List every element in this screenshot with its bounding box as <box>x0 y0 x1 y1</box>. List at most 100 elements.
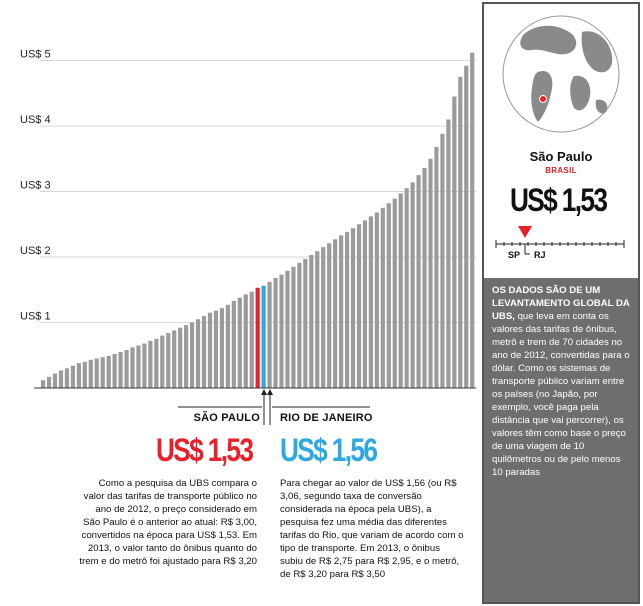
sidebar-info-text: OS DADOS SÃO DE UM LEVANTAMENTO GLOBAL D… <box>492 284 630 479</box>
bar <box>124 350 129 388</box>
bar <box>297 262 302 388</box>
highlight-connectors <box>178 389 370 425</box>
bar <box>333 239 338 388</box>
sidebar-country: BRASIL <box>545 166 577 175</box>
bar <box>279 274 284 388</box>
bars <box>41 52 475 389</box>
bar <box>64 368 70 388</box>
sidebar-city: São Paulo <box>529 149 593 164</box>
bar <box>309 255 314 388</box>
bar <box>350 228 356 388</box>
y-tick-label: US$ 3 <box>20 180 51 192</box>
bar <box>190 322 195 388</box>
bar <box>88 359 93 388</box>
highlight-bar <box>255 287 260 388</box>
bar <box>327 243 332 388</box>
bar <box>154 338 159 389</box>
sidebar-info-body: que leva em conta os valores das tarifas… <box>492 311 630 478</box>
y-tick-label: US$ 5 <box>20 49 51 61</box>
bar <box>41 380 46 388</box>
bar <box>106 355 111 388</box>
bar <box>464 65 469 389</box>
world-map-icon <box>502 15 620 133</box>
bar <box>231 300 236 388</box>
bar <box>273 277 278 388</box>
bar <box>243 294 248 388</box>
rio-value: US$ 1,56 <box>280 432 378 468</box>
bar <box>100 357 105 388</box>
bar <box>195 319 201 388</box>
bar <box>184 325 189 388</box>
bar <box>452 96 457 389</box>
scale-label-rj: RJ <box>534 250 546 260</box>
bar <box>398 193 403 388</box>
bar <box>362 220 368 388</box>
sidebar-info-box: OS DADOS SÃO DE UM LEVANTAMENTO GLOBAL D… <box>484 278 638 602</box>
bar <box>374 212 379 388</box>
bar <box>458 76 463 389</box>
bar <box>166 332 171 388</box>
sidebar-info-bold: OS DADOS SÃO DE UM LEVANTAMENTO GLOBAL D… <box>492 285 630 322</box>
y-tick-label: US$ 2 <box>20 245 51 257</box>
sao-paulo-value: US$ 1,53 <box>156 432 254 468</box>
bar <box>142 343 147 388</box>
sao-paulo-description: Como a pesquisa da UBS compara o valor d… <box>79 478 257 567</box>
bar <box>416 175 421 389</box>
bar <box>52 373 58 388</box>
bar <box>118 351 123 388</box>
bar <box>46 376 52 388</box>
bar <box>446 119 451 388</box>
bar <box>428 158 433 388</box>
highlight-bar <box>261 285 266 388</box>
bar <box>70 365 75 388</box>
bar <box>303 258 308 388</box>
bar <box>172 330 177 388</box>
bar <box>344 232 350 388</box>
bar <box>380 207 385 389</box>
bar <box>160 335 165 388</box>
bar <box>356 224 362 388</box>
bar <box>285 270 290 388</box>
bar <box>148 340 153 388</box>
bar <box>339 235 344 388</box>
bar-chart: US$ 1 US$ 2 US$ 3 US$ 4 US$ 5 <box>20 49 476 389</box>
sao-paulo-heading: SÃO PAULO <box>193 412 260 424</box>
sidebar-value: US$ 1,53 <box>510 182 608 218</box>
bar <box>321 247 326 388</box>
bar <box>213 310 219 388</box>
grid-lines: US$ 1 US$ 2 US$ 3 US$ 4 US$ 5 <box>20 49 476 323</box>
bar <box>225 304 230 388</box>
bar <box>422 167 427 388</box>
bar <box>219 308 224 388</box>
bar <box>130 347 135 388</box>
rio-heading: RIO DE JANEIRO <box>280 412 373 424</box>
bar <box>94 358 99 388</box>
bar <box>237 297 242 388</box>
scale-label-sp: SP <box>508 250 521 260</box>
rio-description: Para chegar ao valor de US$ 1,56 (ou R$ … <box>280 478 464 580</box>
y-tick-label: US$ 4 <box>20 114 51 126</box>
bar <box>58 370 64 388</box>
bar <box>291 266 296 388</box>
bar <box>207 312 213 388</box>
bar <box>178 327 183 388</box>
bar <box>82 361 87 388</box>
bar <box>201 315 207 388</box>
bar <box>440 133 445 388</box>
bar <box>368 216 373 388</box>
y-tick-label: US$ 1 <box>20 311 51 323</box>
bar <box>470 52 475 388</box>
bar <box>392 198 397 388</box>
bar <box>410 182 415 388</box>
sidebar-panel: São Paulo BRASIL US$ 1,53 SP RJ OS DADOS… <box>482 2 640 604</box>
bar <box>136 345 141 388</box>
bar <box>249 291 254 388</box>
bar <box>434 146 439 388</box>
bar <box>112 353 117 388</box>
sp-rj-scale <box>495 226 625 255</box>
bar <box>315 251 320 388</box>
bar <box>386 203 391 388</box>
bar <box>267 281 272 388</box>
bar <box>76 363 81 388</box>
bar <box>404 188 409 388</box>
